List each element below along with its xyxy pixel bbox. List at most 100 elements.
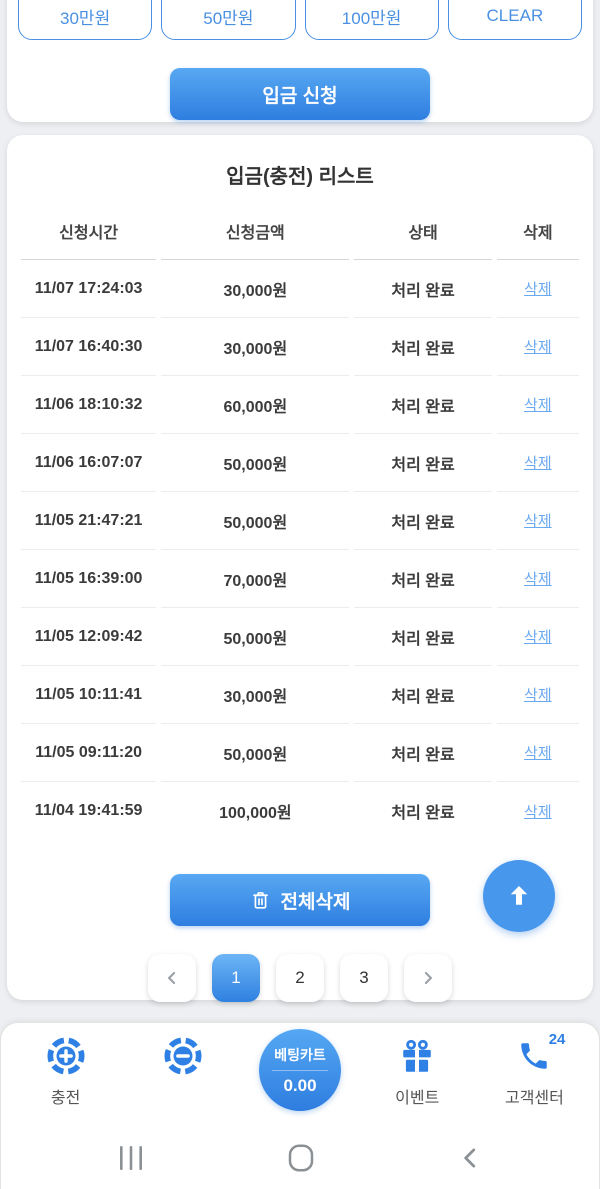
cell-delete: 삭제	[496, 434, 579, 492]
delete-row-link[interactable]: 삭제	[524, 803, 552, 821]
pagination-page-button[interactable]: 2	[276, 954, 324, 1002]
delete-row-link[interactable]: 삭제	[524, 571, 552, 588]
table-header: 신청시간 신청금액 상태 삭제	[21, 219, 579, 260]
cell-status: 처리 완료	[391, 805, 455, 822]
cell-request-time: 11/07 16:40:30	[21, 318, 157, 376]
table-row: 11/05 12:09:42 50,000원 처리 완료 삭제	[21, 608, 579, 666]
back-button[interactable]	[457, 1145, 483, 1171]
cell-status: 처리 완료	[354, 608, 492, 666]
nav-item-charge[interactable]: 충전	[7, 1023, 124, 1108]
cell-request-amount: 30,000원	[161, 318, 350, 376]
delete-row-link[interactable]: 삭제	[524, 513, 552, 530]
cell-request-time: 11/05 16:39:00	[21, 550, 157, 608]
cell-delete: 삭제	[496, 666, 579, 724]
home-button[interactable]	[287, 1144, 315, 1172]
bottom-navigation: 충전 베팅카트 0.00	[0, 1022, 600, 1189]
cell-delete: 삭제	[496, 608, 579, 666]
delete-row-link[interactable]: 삭제	[524, 339, 552, 356]
support-24-badge: 24	[548, 1031, 566, 1048]
cell-request-time: 11/05 21:47:21	[21, 492, 157, 550]
recent-apps-icon	[117, 1144, 145, 1172]
cell-request-time: 11/04 19:41:59	[34, 802, 143, 819]
preset-amount-button[interactable]: 30만원	[18, 0, 153, 40]
delete-all-button[interactable]: 전체삭제	[170, 874, 430, 926]
cell-status: 처리 완료	[354, 724, 492, 782]
deposit-request-button[interactable]: 입금 신청	[170, 68, 430, 120]
delete-row-link[interactable]: 삭제	[524, 629, 552, 646]
nav-item-support[interactable]: 24 고객센터	[476, 1023, 593, 1108]
pagination-page-button[interactable]: 1	[212, 954, 260, 1002]
cell-status: 처리 완료	[354, 492, 492, 550]
cell-request-time: 11/06 18:10:32	[21, 376, 157, 434]
delete-row-link[interactable]: 삭제	[524, 745, 552, 762]
cell-delete: 삭제	[496, 492, 579, 550]
pagination-next-button[interactable]	[404, 954, 452, 1002]
cell-delete: 삭제	[496, 550, 579, 608]
nav-label-charge: 충전	[50, 1090, 81, 1107]
betting-cart-value: 0.00	[283, 1075, 317, 1095]
cell-delete: 삭제	[496, 318, 579, 376]
cell-status: 처리 완료	[354, 260, 492, 318]
cell-delete: 삭제	[497, 782, 579, 840]
table-row: 11/05 09:11:20 50,000원 처리 완료 삭제	[21, 724, 579, 782]
chevron-right-icon	[418, 968, 438, 988]
cell-delete: 삭제	[496, 376, 579, 434]
deposit-list-card: 입금(충전) 리스트 신청시간 신청금액 상태 삭제 11/07 17:24:0…	[7, 135, 593, 1002]
table-row: 11/07 17:24:03 30,000원 처리 완료 삭제	[21, 260, 579, 318]
nav-item-event[interactable]: 이벤트	[359, 1023, 476, 1108]
column-header-amount: 신청금액	[161, 219, 350, 260]
delete-row-link[interactable]: 삭제	[524, 455, 552, 472]
cell-request-amount: 30,000원	[161, 260, 350, 318]
pagination: 1 2 3	[21, 954, 579, 1002]
pagination-page-button[interactable]: 3	[340, 954, 388, 1002]
chip-minus-icon	[164, 1035, 202, 1077]
cell-request-amount: 100,000원	[219, 805, 292, 822]
cell-request-time: 11/06 16:07:07	[21, 434, 157, 492]
table-row: 11/04 19:41:59 100,000원 처리 완료 삭제	[21, 782, 579, 840]
cell-request-amount: 60,000원	[161, 376, 350, 434]
deposit-request-label: 입금 신청	[262, 85, 338, 107]
cell-status: 처리 완료	[354, 434, 492, 492]
nav-label-event: 이벤트	[395, 1090, 440, 1107]
cell-status: 처리 완료	[354, 666, 492, 724]
cell-delete: 삭제	[496, 724, 579, 782]
gift-icon	[398, 1035, 436, 1077]
scroll-to-top-button[interactable]	[483, 860, 555, 932]
cell-request-time: 11/07 17:24:03	[21, 260, 157, 318]
preset-amount-button[interactable]: CLEAR	[447, 0, 582, 40]
delete-row-link[interactable]: 삭제	[524, 281, 552, 298]
betting-cart-circle[interactable]: 베팅카트 0.00	[259, 1029, 341, 1111]
cell-request-time: 11/05 12:09:42	[21, 608, 157, 666]
preset-amount-label: CLEAR	[486, 6, 544, 25]
quick-amount-card: 30만원 50만원 100만원 CLEAR 입금 신청	[7, 0, 593, 122]
pagination-prev-button[interactable]	[148, 954, 196, 1002]
deposit-table: 신청시간 신청금액 상태 삭제 11/07 17:24:03 30,000원 처…	[21, 219, 579, 840]
cell-request-amount: 50,000원	[161, 434, 350, 492]
column-header-status: 상태	[354, 219, 492, 260]
delete-row-link[interactable]: 삭제	[524, 397, 552, 414]
nav-item-exchange[interactable]	[124, 1023, 241, 1077]
pagination-page-label: 1	[231, 968, 241, 987]
preset-amount-button[interactable]: 100만원	[304, 0, 439, 40]
cell-request-time: 11/05 09:11:20	[21, 724, 157, 782]
preset-amount-button[interactable]: 50만원	[161, 0, 296, 40]
bottom-nav-items: 충전 베팅카트 0.00	[1, 1023, 599, 1111]
preset-amount-label: 100만원	[341, 8, 402, 28]
table-row: 11/05 16:39:00 70,000원 처리 완료 삭제	[21, 550, 579, 608]
recent-apps-button[interactable]	[117, 1144, 145, 1172]
home-icon	[287, 1144, 315, 1172]
system-navigation-bar	[1, 1127, 599, 1189]
nav-label-support: 고객센터	[504, 1090, 564, 1107]
cell-request-amount: 50,000원	[161, 724, 350, 782]
table-row: 11/05 10:11:41 30,000원 처리 완료 삭제	[21, 666, 579, 724]
page-title: 입금(충전) 리스트	[226, 166, 374, 188]
betting-cart-divider	[272, 1069, 328, 1071]
preset-amount-row: 30만원 50만원 100만원 CLEAR	[18, 0, 582, 40]
nav-item-betting-cart[interactable]: 베팅카트 0.00	[241, 1023, 358, 1111]
cell-request-amount: 50,000원	[161, 608, 350, 666]
betting-cart-label: 베팅카트	[274, 1046, 326, 1063]
table-row: 11/05 21:47:21 50,000원 처리 완료 삭제	[21, 492, 579, 550]
cell-delete: 삭제	[496, 260, 579, 318]
delete-row-link[interactable]: 삭제	[524, 687, 552, 704]
